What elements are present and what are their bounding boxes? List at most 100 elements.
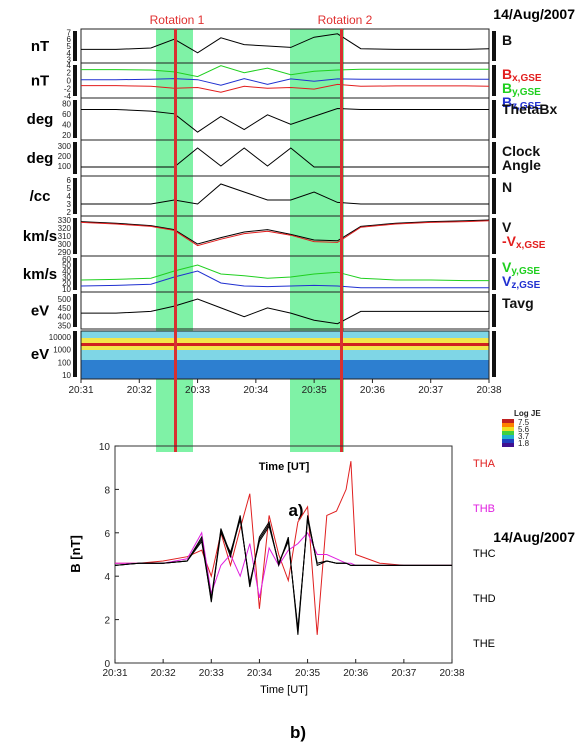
x-tick-label: 20:37 [418,385,443,396]
x-tick-label: 20:36 [360,385,385,396]
y-tick-label: 7 [67,28,72,37]
axis-bar-right [492,258,496,290]
axis-bar-left [73,100,77,138]
axis-bar-left [73,294,77,327]
figure-b: 14/Aug/2007 0 2 4 6 8 10 20:31 20:32 20:33 20:34 2… [68,442,575,742]
y-tick-label: 10 [99,442,111,453]
figure-b-series [114,461,452,635]
axis-bar-left [73,331,77,377]
y-tick-label: 40 [62,267,71,276]
rotation-2-label: Rotation 2 [318,13,373,27]
y-tick-label: 4 [104,572,110,583]
y-tick-label: -4 [64,92,72,101]
colorbar-tick: 5.6 [518,425,530,434]
panel-right-label: -Vx,GSE [502,233,546,251]
panel-frame [80,28,490,64]
panel-right-label: N [502,179,512,195]
panel-frame [80,291,490,330]
series-n [81,183,489,205]
figure-b-axes: 0 2 4 6 8 10 20:31 20:32 20:33 20:34 20:35 20:36 20:… [99,442,465,679]
colorbar: Log JE 7.5 5.6 3.7 1.8 [502,409,541,448]
panel-left-label: eV [31,303,49,320]
y-tick-label: 30 [62,273,71,282]
y-tick-label: 10 [62,285,71,294]
axis-bar-left [73,218,77,254]
y-tick-label: 100 [58,358,72,367]
x-tick-label: 20:34 [243,385,268,396]
colorbar-seg [502,427,514,431]
y-tick-label: 300 [58,240,72,249]
y-tick-label: 6 [104,529,110,540]
y-tick-label: 450 [58,304,72,313]
x-tick-label: 20:38 [476,385,501,396]
axis-bar-right [492,178,496,214]
axis-bar-left [73,258,77,290]
y-tick-label: 4 [67,49,72,58]
y-tick-label: 3 [67,200,72,209]
x-tick-label: 20:33 [199,668,224,679]
colorbar-seg [502,431,514,435]
y-tick-label: 1000 [53,346,71,355]
spectrogram-low-band [81,360,489,379]
y-tick-label: 320 [58,224,72,233]
y-tick-label: 10 [62,371,71,380]
series-vy-gse [80,264,489,282]
legend-entry: THE [473,638,495,650]
panel-right-label: Angle [502,157,541,173]
y-tick-label: 0 [104,659,110,670]
legend-entry: THC [473,548,496,560]
y-tick-label: 330 [58,216,72,225]
x-tick-label: 20:32 [127,385,152,396]
colorbar-seg [502,423,514,427]
axis-bar-left [73,31,77,61]
axis-bar-right [492,294,496,327]
panel-right-label: Vz,GSE [502,273,541,291]
series-the [114,517,452,631]
spectrogram-peak-band [81,343,489,346]
colorbar-seg [502,435,514,439]
x-tick-label: 20:35 [302,385,327,396]
y-tick-label: 5 [67,184,72,193]
axis-bar-right [492,100,496,138]
y-tick-label: 20 [62,131,71,140]
panel-frame [80,175,490,217]
panel-right-label: Bx,GSE [502,66,542,84]
figure-b-x-label: Time [UT] [260,684,308,696]
y-tick-label: 40 [62,120,71,129]
axis-bar-right [492,142,496,174]
x-tick-label: 20:31 [68,385,93,396]
rotation-1-label: Rotation 1 [150,13,205,27]
panel-frame [80,97,490,141]
figure-b-y-label: B [nT] [68,535,83,573]
y-tick-label: 350 [58,321,72,330]
figure-b-plot-area [114,445,453,664]
colorbar-tick: 1.8 [518,439,530,448]
x-tick-label: 20:34 [247,668,272,679]
panel-left-label: eV [31,346,49,363]
colorbar-tick: 7.5 [518,418,530,427]
colorbar-seg [502,443,514,447]
panel-left-label: nT [31,73,49,90]
panel-right-label: V [502,219,512,235]
figure-b-date: 14/Aug/2007 [493,529,575,545]
panel-right-label: Bz,GSE [502,94,541,112]
x-tick-label: 20:33 [185,385,210,396]
legend-entry: THD [473,593,496,605]
panel-left-label: deg [27,150,54,167]
axis-bar-right [492,65,496,96]
series-thetabx [81,107,489,133]
series-bx-gse [81,83,490,93]
rotation-1-marker-line [174,29,177,452]
series-thd [114,519,452,629]
series-b [81,33,490,54]
series-v [80,219,490,245]
y-tick-label: 80 [62,99,71,108]
y-tick-label: 310 [58,232,72,241]
x-tick-label: 20:32 [151,668,176,679]
y-tick-label: 100 [58,162,72,171]
y-tick-label: 0 [67,77,72,86]
panel-frame [80,139,490,177]
colorbar-seg [502,439,514,443]
panel-right-label: Clock [502,143,540,159]
rotation-2-marker-line [340,29,343,452]
